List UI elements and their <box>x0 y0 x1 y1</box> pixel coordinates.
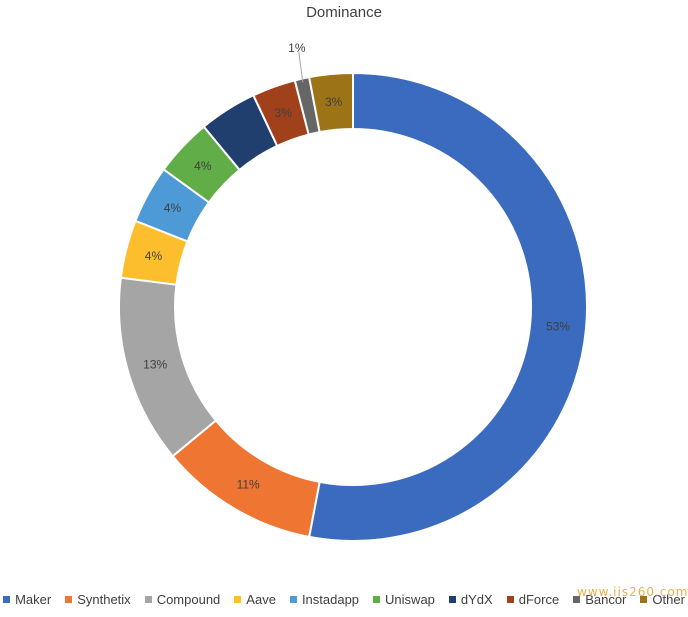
legend-label: Aave <box>246 592 276 607</box>
data-label-uniswap: 4% <box>194 159 212 173</box>
legend-item-aave: Aave <box>234 592 276 607</box>
legend-label: Synthetix <box>77 592 131 607</box>
chart-legend: Maker Synthetix Compound Aave Instadapp Unisw… <box>0 592 688 607</box>
legend-item-compound: Compound <box>144 592 221 607</box>
data-label-bancor: 1% <box>288 41 306 55</box>
data-label-aave: 4% <box>145 249 163 263</box>
legend-swatch <box>373 596 381 603</box>
data-label-dforce: 3% <box>275 106 293 120</box>
legend-item-dforce: dForce <box>506 592 560 607</box>
legend-swatch <box>234 596 242 603</box>
legend-swatch <box>289 596 297 603</box>
legend-item-maker: Maker <box>3 592 51 607</box>
legend-swatch <box>573 596 581 603</box>
legend-item-dydx: dYdX <box>448 592 493 607</box>
legend-label: dForce <box>518 592 560 607</box>
slice-compound <box>118 276 218 458</box>
legend-swatch <box>65 596 73 603</box>
legend-item-synthetix: Synthetix <box>65 592 131 607</box>
chart-title: Dominance <box>306 4 382 21</box>
legend-label: Bancor <box>585 592 627 607</box>
data-label-synthetix: 11% <box>237 477 260 491</box>
legend-label: Instadapp <box>301 592 360 607</box>
legend-label: Maker <box>15 592 52 607</box>
legend-swatch <box>506 596 514 603</box>
legend-swatch <box>640 596 648 603</box>
slice-other <box>307 71 354 134</box>
leader-line-bancor <box>298 51 304 83</box>
legend-label: Other <box>652 592 685 607</box>
legend-item-bancor: Bancor <box>573 592 626 607</box>
donut-chart: 53% 11% 13% 4% 4% 4% 3% 1% 3% <box>118 41 588 542</box>
data-label-instadapp: 4% <box>164 201 182 215</box>
legend-label: dYdX <box>460 592 493 607</box>
data-label-maker: 53% <box>546 319 570 333</box>
legend-swatch <box>144 596 152 603</box>
data-label-other: 3% <box>325 95 343 109</box>
legend-label: Compound <box>156 592 221 607</box>
legend-label: Uniswap <box>385 592 435 607</box>
slice-maker <box>307 71 588 542</box>
legend-item-uniswap: Uniswap <box>373 592 435 607</box>
watermark: www.iis260.com <box>577 585 688 599</box>
data-label-compound: 13% <box>143 357 167 371</box>
legend-item-instadapp: Instadapp <box>289 592 360 607</box>
legend-item-other: Other <box>640 592 685 607</box>
legend-swatch <box>448 596 456 603</box>
legend-swatch <box>3 596 11 603</box>
